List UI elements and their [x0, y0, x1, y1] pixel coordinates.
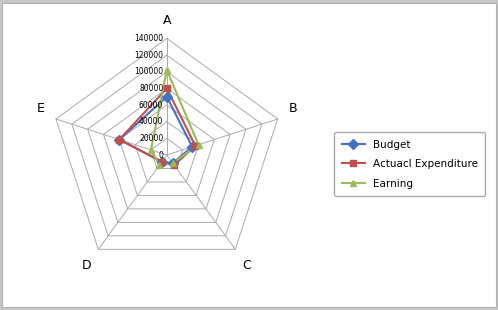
Text: 80000: 80000	[139, 84, 163, 93]
Text: E: E	[37, 102, 45, 115]
Text: 100000: 100000	[134, 67, 163, 76]
Text: 140000: 140000	[134, 34, 163, 43]
Text: 0: 0	[158, 150, 163, 160]
Text: 120000: 120000	[134, 51, 163, 60]
Legend: Budget, Actuacl Expenditure, Earning: Budget, Actuacl Expenditure, Earning	[335, 132, 486, 196]
Text: 60000: 60000	[139, 100, 163, 109]
Text: D: D	[82, 259, 92, 272]
Text: 40000: 40000	[139, 117, 163, 126]
Text: C: C	[242, 259, 251, 272]
Text: 20000: 20000	[139, 134, 163, 143]
Text: B: B	[289, 102, 297, 115]
Text: A: A	[162, 14, 171, 27]
